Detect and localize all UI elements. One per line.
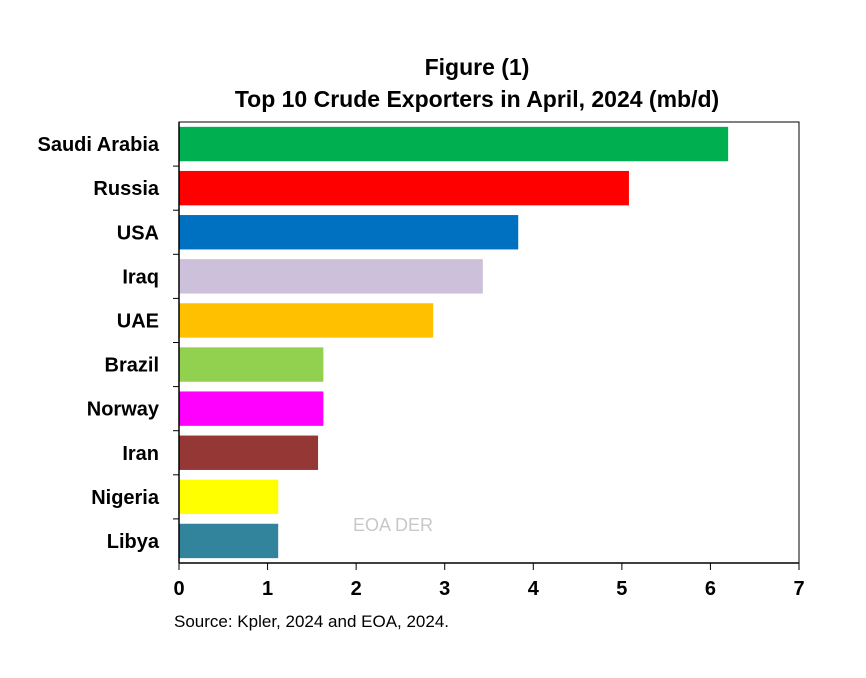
watermark: EOA DER xyxy=(353,515,433,535)
bar-uae xyxy=(179,303,434,338)
x-tick-label: 4 xyxy=(528,578,540,600)
chart-subtitle: Top 10 Crude Exporters in April, 2024 (m… xyxy=(234,86,720,112)
category-labels-group: Saudi Arabia Russia USA Iraq UAE Brazil Norway… xyxy=(37,134,159,553)
category-label-uae: UAE xyxy=(117,310,159,332)
category-label-iran: Iran xyxy=(122,443,159,465)
chart-title: Figure (1) xyxy=(424,54,530,80)
x-tick-label: 5 xyxy=(616,578,627,600)
bar-usa xyxy=(179,215,519,250)
bar-iraq xyxy=(179,259,483,294)
category-label-russia: Russia xyxy=(93,178,159,200)
category-label-norway: Norway xyxy=(87,399,160,421)
bar-norway xyxy=(179,391,324,426)
axes-group xyxy=(173,121,800,570)
x-tick-label: 1 xyxy=(262,578,273,600)
x-tick-label: 3 xyxy=(439,578,450,600)
bar-libya xyxy=(179,523,279,559)
x-tick-labels-group: 0 1 2 3 4 5 6 7 xyxy=(173,578,804,600)
category-label-libya: Libya xyxy=(107,531,160,553)
category-label-iraq: Iraq xyxy=(122,266,159,288)
category-label-nigeria: Nigeria xyxy=(91,487,160,509)
source-note: Source: Kpler, 2024 and EOA, 2024. xyxy=(174,612,450,631)
x-tick-label: 2 xyxy=(351,578,362,600)
bar-nigeria xyxy=(179,479,279,515)
x-tick-label: 0 xyxy=(173,578,184,600)
category-label-brazil: Brazil xyxy=(105,355,159,377)
bars-group xyxy=(179,126,729,559)
x-tick-label: 7 xyxy=(793,578,804,600)
category-label-saudi-arabia: Saudi Arabia xyxy=(37,134,159,156)
bar-iran xyxy=(179,435,319,470)
bar-saudi-arabia xyxy=(179,126,729,162)
bar-russia xyxy=(179,170,629,206)
x-tick-label: 6 xyxy=(705,578,716,600)
category-label-usa: USA xyxy=(117,222,159,244)
bar-brazil xyxy=(179,347,324,382)
